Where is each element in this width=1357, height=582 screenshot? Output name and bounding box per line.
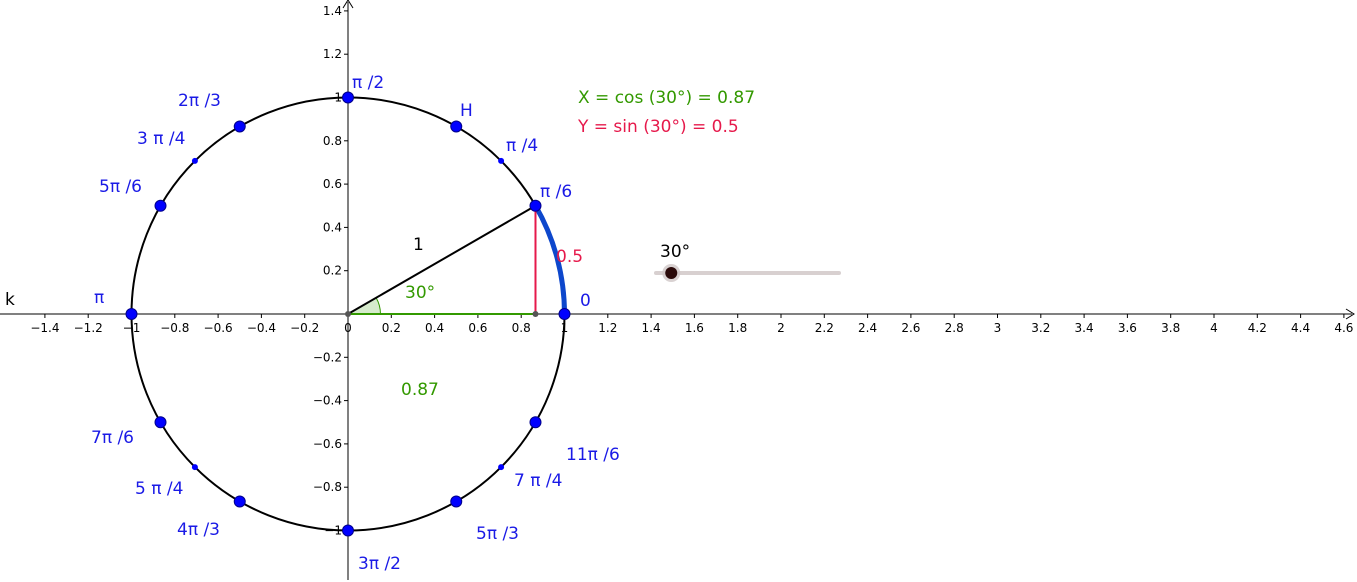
point-label: π /6 <box>540 182 572 202</box>
point-label: 3π /2 <box>358 554 401 574</box>
x-axis-arrow <box>1345 308 1355 320</box>
x-tick-label: 1.8 <box>728 321 747 335</box>
circle-point[interactable] <box>154 416 167 429</box>
circle-point[interactable] <box>529 416 542 429</box>
x-tick-label: 3.6 <box>1118 321 1137 335</box>
x-tick-label: −1.2 <box>74 321 103 335</box>
line-k-label: k <box>5 290 15 310</box>
circle-point[interactable] <box>233 495 246 508</box>
point-label: 2π /3 <box>178 91 221 111</box>
x-tick-label: 0.6 <box>468 321 487 335</box>
x-tick-label: 0 <box>344 321 352 335</box>
x-tick-label: 0.2 <box>382 321 401 335</box>
point-label: H <box>460 101 473 121</box>
circle-point[interactable] <box>450 495 463 508</box>
x-tick-label: 1.2 <box>598 321 617 335</box>
x-tick-label: 1.6 <box>685 321 704 335</box>
point-label: 11π /6 <box>566 445 620 465</box>
y-axis-arrow <box>342 0 354 9</box>
circle-point[interactable] <box>529 199 542 212</box>
point-label: 5π /3 <box>476 524 519 544</box>
y-tick-label: −0.4 <box>313 394 342 408</box>
x-tick-label: 2.2 <box>815 321 834 335</box>
x-tick-label: 0.4 <box>425 321 444 335</box>
formula-x-cos: X = cos (30°) = 0.87 <box>578 88 755 108</box>
cosine-value-label: 0.87 <box>401 380 439 400</box>
x-tick-label: −0.8 <box>160 321 189 335</box>
y-tick-label: 0.4 <box>323 220 342 234</box>
angle-slider[interactable]: 30° <box>654 242 841 282</box>
point-label: 5π /6 <box>99 177 142 197</box>
unit-circle-group <box>125 91 571 537</box>
x-tick-label: 1.4 <box>642 321 661 335</box>
x-tick-label: −0.6 <box>204 321 233 335</box>
point-label: π <box>94 288 104 308</box>
y-tick-label: 0.2 <box>323 264 342 278</box>
y-tick-label: 1.4 <box>323 4 342 18</box>
sine-value-label: 0.5 <box>556 247 583 267</box>
x-tick-label: 3.2 <box>1031 321 1050 335</box>
circle-point[interactable] <box>450 120 463 133</box>
angle-label: 30° <box>405 283 435 303</box>
angle-arc <box>533 204 567 315</box>
y-tick-label: −0.2 <box>313 350 342 364</box>
x-tick-label: −1.4 <box>30 321 59 335</box>
point-label: 7π /6 <box>91 428 134 448</box>
point-label: 7 π /4 <box>514 471 562 491</box>
y-tick-label: −0.6 <box>313 437 342 451</box>
circle-point[interactable] <box>498 157 505 164</box>
x-tick-label: 4 <box>1210 321 1218 335</box>
point-labels-group: 0 π /6 π /4 Hπ /2 2π /3 3 π /4 5π /6 π 7π /6 5 π … <box>91 73 620 574</box>
point-label: 4π /3 <box>177 520 220 540</box>
y-tick-label: −0.8 <box>313 480 342 494</box>
x-tick-label: 4.4 <box>1291 321 1310 335</box>
y-tick-label: 1.2 <box>323 47 342 61</box>
point-label: 3 π /4 <box>137 129 185 149</box>
slider-knob[interactable] <box>665 267 678 279</box>
radius-segment <box>347 204 536 315</box>
circle-point[interactable] <box>125 308 138 320</box>
x-tick-label: 4.2 <box>1248 321 1267 335</box>
x-tick-label: −0.2 <box>290 321 319 335</box>
circle-point[interactable] <box>233 120 246 133</box>
cos-foot-point <box>532 311 539 317</box>
origin-point <box>345 311 351 317</box>
y-tick-label: 0.6 <box>323 177 342 191</box>
x-tick-label: 3 <box>994 321 1002 335</box>
formula-y-sin: Y = sin (30°) = 0.5 <box>577 117 739 137</box>
y-tick-label: 0.8 <box>323 134 342 148</box>
circle-point[interactable] <box>342 91 354 104</box>
x-tick-label: 2 <box>777 321 785 335</box>
point-label: π /4 <box>506 136 538 156</box>
circle-point[interactable] <box>191 464 198 471</box>
x-tick-label: 2.6 <box>901 321 920 335</box>
x-tick-label: 3.4 <box>1075 321 1094 335</box>
radius-label: 1 <box>413 235 424 255</box>
circle-point[interactable] <box>558 308 571 320</box>
x-tick-label: 0.8 <box>512 321 531 335</box>
circle-point[interactable] <box>342 524 354 537</box>
circle-point[interactable] <box>154 199 167 212</box>
x-tick-label: −0.4 <box>247 321 276 335</box>
circle-point[interactable] <box>498 464 505 471</box>
point-label: 5 π /4 <box>135 479 183 499</box>
x-tick-label: 4.6 <box>1334 321 1353 335</box>
point-label: π /2 <box>352 73 384 93</box>
x-tick-label: 2.8 <box>945 321 964 335</box>
circle-point[interactable] <box>191 157 198 164</box>
x-tick-label: 3.8 <box>1161 321 1180 335</box>
slider-value-label: 30° <box>660 242 690 262</box>
x-tick-label: 2.4 <box>858 321 877 335</box>
point-label: 0 <box>580 291 591 311</box>
